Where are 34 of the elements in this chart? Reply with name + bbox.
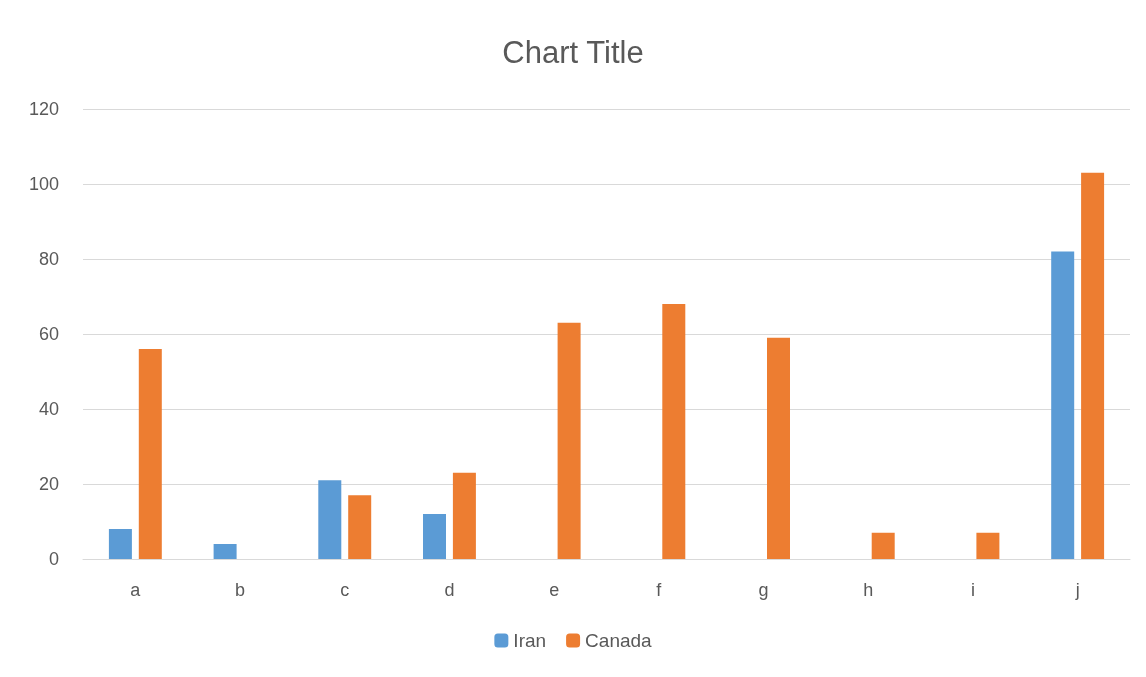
x-tick-label: i — [970, 580, 975, 600]
x-tick-label: h — [863, 580, 874, 600]
x-tick-label: j — [1074, 580, 1080, 600]
x-tick-label: e — [549, 580, 560, 600]
x-tick-label: d — [444, 580, 455, 600]
bar — [318, 480, 342, 559]
bar — [767, 337, 790, 559]
legend-label: Iran — [513, 630, 547, 651]
legend-label: Canada — [585, 630, 653, 651]
bar — [557, 322, 581, 559]
bar — [138, 349, 162, 559]
bar — [423, 514, 446, 559]
bar — [1051, 251, 1075, 559]
y-tick-label: 100 — [28, 174, 59, 194]
y-tick-label: 0 — [48, 549, 59, 569]
y-tick-label: 120 — [28, 99, 59, 119]
bar — [662, 304, 686, 559]
chart-title: Chart Title — [502, 35, 644, 70]
x-tick-label: c — [340, 580, 350, 600]
bar — [976, 532, 1000, 559]
y-tick-label: 60 — [38, 324, 59, 344]
y-tick-label: 80 — [38, 249, 59, 269]
y-tick-label: 20 — [38, 474, 59, 494]
x-tick-label: f — [656, 580, 663, 600]
bar — [871, 532, 895, 559]
bar — [348, 495, 372, 559]
bar — [452, 472, 476, 559]
x-tick-label: g — [758, 580, 769, 600]
bar — [108, 529, 132, 559]
x-tick-label: a — [130, 580, 142, 600]
x-tick-label: b — [235, 580, 246, 600]
bar — [213, 544, 237, 559]
y-tick-label: 40 — [38, 399, 59, 419]
bar — [1081, 172, 1105, 559]
